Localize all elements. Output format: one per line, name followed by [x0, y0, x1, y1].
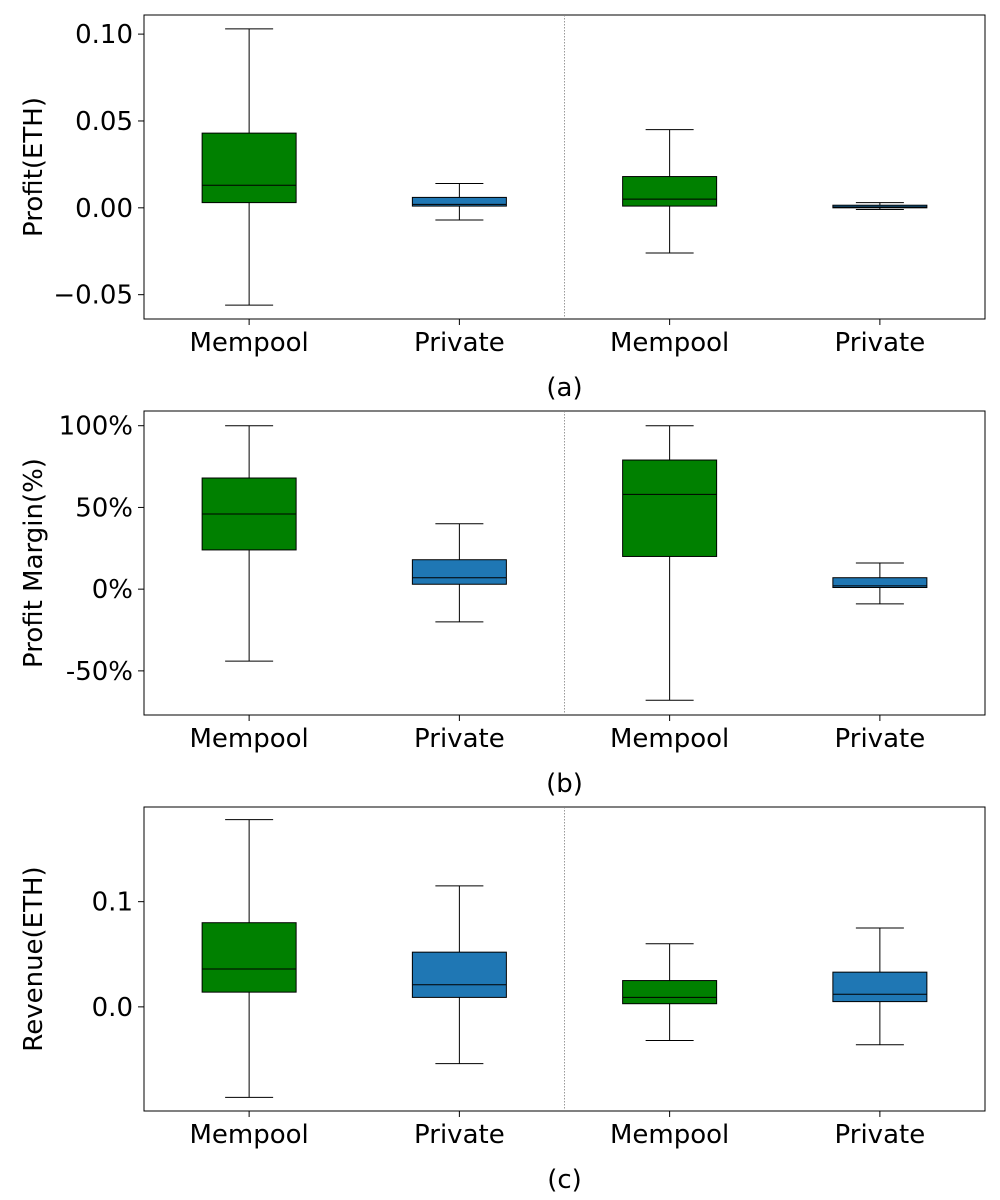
- y-tick-label: 0.00: [75, 194, 133, 224]
- iqr-box: [832, 577, 928, 589]
- panel-b: -50% 0% 50% 100% Profit Margin(%) Mempool Priv…: [19, 410, 986, 799]
- iqr-box: [622, 176, 718, 207]
- y-axis-label: Profit(ETH): [19, 97, 49, 237]
- box-private-left: [411, 523, 507, 623]
- box-mempool-right: [622, 129, 718, 254]
- panel-a: −0.05 0.00 0.05 0.10 Profit(ETH) Mempool Priva…: [19, 14, 986, 403]
- y-tick-label: 0.05: [75, 107, 133, 137]
- y-tick-label: −0.05: [53, 281, 133, 311]
- x-category-label: Mempool: [610, 328, 729, 358]
- box-mempool-right: [622, 425, 718, 701]
- x-category-label: Private: [835, 724, 926, 754]
- iqr-box: [832, 971, 928, 1003]
- box-private-left: [411, 885, 507, 1065]
- x-category-label: Private: [414, 328, 505, 358]
- x-category-label: Mempool: [610, 724, 729, 754]
- x-category-label: Mempool: [189, 724, 308, 754]
- y-tick-label: 0%: [92, 575, 133, 605]
- iqr-box: [411, 951, 507, 998]
- x-category-label: Mempool: [610, 1120, 729, 1150]
- x-category-label: Mempool: [189, 1120, 308, 1150]
- iqr-box: [201, 132, 297, 204]
- iqr-box: [411, 559, 507, 585]
- panel-label: (c): [547, 1165, 582, 1195]
- x-category-label: Private: [835, 328, 926, 358]
- y-axis-label: Revenue(ETH): [19, 866, 49, 1051]
- box-private-right: [832, 562, 928, 605]
- x-category-label: Private: [414, 1120, 505, 1150]
- iqr-box: [622, 459, 718, 557]
- box-mempool-left: [201, 425, 297, 662]
- box-private-right: [832, 202, 928, 211]
- box-mempool-right: [622, 943, 718, 1042]
- panel-label: (b): [546, 769, 583, 799]
- box-private-right: [832, 927, 928, 1046]
- iqr-box: [411, 196, 507, 207]
- y-tick-label: 0.0: [92, 993, 133, 1023]
- y-tick-label: 100%: [59, 412, 133, 442]
- panel-c: 0.0 0.1 Revenue(ETH) Mempool Private Mempool P…: [19, 806, 986, 1195]
- y-tick-label: -50%: [66, 657, 133, 687]
- x-category-label: Mempool: [189, 328, 308, 358]
- x-category-label: Private: [835, 1120, 926, 1150]
- box-mempool-left: [201, 28, 297, 306]
- panel-label: (a): [546, 373, 582, 403]
- box-mempool-left: [201, 819, 297, 1098]
- y-axis-label: Profit Margin(%): [19, 458, 49, 668]
- y-tick-label: 0.1: [92, 888, 133, 918]
- x-category-label: Private: [414, 724, 505, 754]
- iqr-box: [622, 980, 718, 1005]
- box-private-left: [411, 183, 507, 221]
- y-tick-label: 0.10: [75, 20, 133, 50]
- iqr-box: [201, 922, 297, 993]
- y-tick-label: 50%: [75, 493, 133, 523]
